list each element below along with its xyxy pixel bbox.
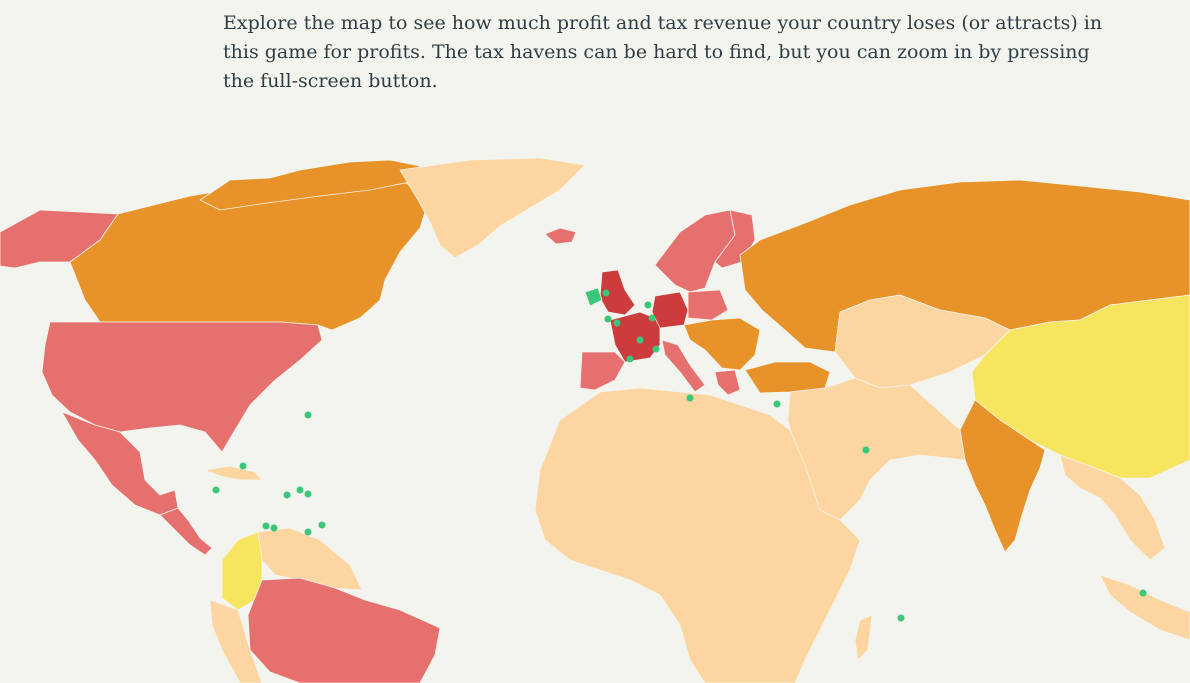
country-madagascar[interactable] [854, 614, 873, 661]
tax-haven-marker[interactable] [304, 528, 312, 536]
country-greece[interactable] [714, 369, 741, 396]
country-iceland[interactable] [544, 227, 577, 245]
country-india[interactable] [959, 399, 1046, 553]
tax-haven-marker[interactable] [296, 486, 304, 494]
country-poland[interactable] [687, 289, 729, 321]
country-germany[interactable] [651, 291, 689, 329]
tax-haven-marker[interactable] [239, 462, 247, 470]
country-brazil[interactable] [247, 577, 441, 683]
country-central-america[interactable] [159, 507, 213, 556]
intro-text: Explore the map to see how much profit a… [223, 12, 1103, 92]
country-cuba[interactable] [204, 465, 263, 481]
countries-layer [0, 157, 1190, 683]
country-iberia[interactable] [579, 351, 626, 391]
country-usa[interactable] [41, 321, 323, 453]
country-italy[interactable] [661, 339, 706, 393]
tax-haven-marker[interactable] [613, 319, 621, 327]
tax-haven-marker[interactable] [686, 394, 694, 402]
tax-haven-marker[interactable] [1139, 589, 1147, 597]
country-mexico[interactable] [61, 411, 179, 516]
country-venezuela-region[interactable] [257, 527, 363, 591]
country-canada-islands[interactable] [199, 159, 421, 211]
tax-haven-marker[interactable] [318, 521, 326, 529]
tax-haven-marker[interactable] [626, 355, 634, 363]
tax-haven-marker[interactable] [304, 490, 312, 498]
tax-haven-marker[interactable] [304, 411, 312, 419]
tax-haven-marker[interactable] [862, 446, 870, 454]
country-indonesia[interactable] [1099, 574, 1190, 641]
country-eastern-europe[interactable] [683, 317, 761, 371]
tax-haven-marker[interactable] [270, 524, 278, 532]
tax-haven-marker[interactable] [602, 289, 610, 297]
tax-havens-layer [212, 289, 1147, 622]
country-africa[interactable] [534, 387, 861, 683]
tax-haven-marker[interactable] [652, 345, 660, 353]
tax-haven-marker[interactable] [644, 301, 652, 309]
tax-haven-marker[interactable] [604, 315, 612, 323]
tax-haven-marker[interactable] [636, 336, 644, 344]
tax-haven-marker[interactable] [773, 400, 781, 408]
tax-haven-marker[interactable] [262, 522, 270, 530]
country-southeast-asia[interactable] [1059, 454, 1166, 561]
tax-haven-marker[interactable] [212, 486, 220, 494]
tax-haven-marker[interactable] [897, 614, 905, 622]
tax-haven-marker[interactable] [283, 491, 291, 499]
country-turkey[interactable] [744, 361, 831, 394]
country-greenland[interactable] [399, 157, 586, 259]
tax-haven-marker[interactable] [648, 314, 656, 322]
country-ireland[interactable] [584, 287, 603, 307]
country-peru-region[interactable] [209, 599, 263, 683]
